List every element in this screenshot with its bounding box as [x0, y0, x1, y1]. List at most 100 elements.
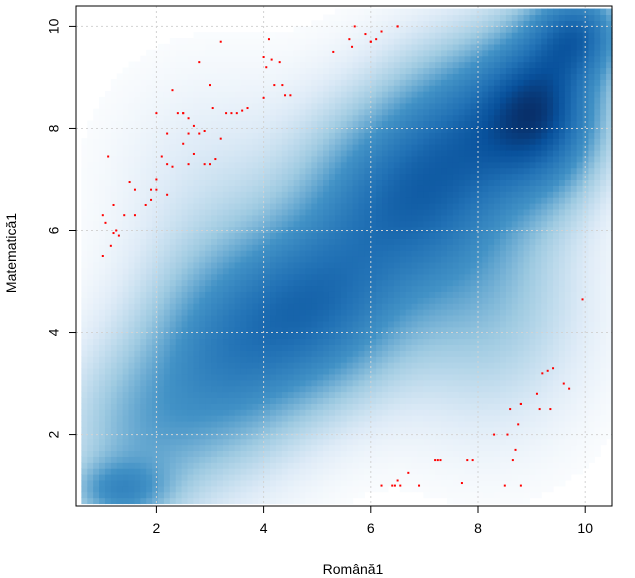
density-cell — [299, 202, 307, 210]
density-cell — [482, 261, 489, 269]
density-cell — [323, 250, 330, 257]
density-cell — [352, 232, 360, 239]
density-cell — [293, 485, 301, 493]
density-cell — [494, 462, 501, 469]
density-cell — [275, 291, 283, 298]
density-cell — [558, 314, 566, 322]
density-cell — [211, 344, 218, 351]
density-cell — [411, 362, 419, 369]
density-cell — [488, 344, 495, 351]
density-cell — [317, 344, 324, 351]
density-cell — [87, 462, 94, 469]
density-cell — [494, 202, 501, 210]
density-cell — [181, 167, 189, 175]
density-cell — [128, 362, 136, 369]
density-cell — [558, 479, 566, 487]
density-cell — [275, 456, 283, 463]
density-cell — [323, 473, 330, 481]
density-cell — [558, 397, 566, 404]
density-cell — [594, 415, 601, 422]
density-cell — [146, 373, 153, 381]
density-cell — [547, 226, 554, 234]
density-cell — [476, 291, 483, 298]
density-cell — [570, 403, 578, 410]
density-cell — [488, 456, 495, 463]
density-cell — [346, 373, 354, 381]
density-cell — [205, 197, 212, 204]
density-cell — [547, 479, 554, 487]
density-cell — [588, 197, 595, 204]
density-cell — [258, 279, 265, 287]
density-cell — [305, 232, 312, 239]
density-cell — [423, 391, 430, 398]
density-cell — [281, 385, 289, 393]
density-cell — [464, 232, 472, 239]
density-cell — [570, 232, 578, 239]
density-cell — [458, 197, 466, 204]
density-cell — [205, 450, 212, 457]
density-cell — [287, 303, 295, 310]
density-cell — [523, 344, 531, 351]
density-cell — [423, 362, 430, 369]
density-cell — [228, 261, 236, 269]
density-cell — [399, 238, 407, 245]
density-cell — [299, 426, 307, 434]
density-cell — [222, 456, 230, 463]
density-cell — [187, 208, 194, 216]
density-cell — [435, 373, 442, 381]
density-cell — [158, 173, 165, 181]
density-cell — [535, 285, 542, 292]
density-cell — [211, 285, 218, 292]
density-cell — [163, 356, 171, 363]
density-cell — [205, 297, 212, 304]
density-cell — [411, 291, 419, 298]
density-cell — [429, 332, 436, 340]
density-cell — [523, 314, 531, 322]
density-cell — [517, 238, 525, 245]
density-cell — [399, 450, 407, 457]
density-cell — [588, 191, 595, 198]
density-cell — [452, 362, 460, 369]
density-cell — [600, 379, 607, 387]
density-cell — [181, 379, 189, 387]
density-cell — [564, 285, 572, 292]
density-cell — [441, 367, 448, 375]
density-cell — [299, 232, 307, 239]
density-cell — [588, 250, 595, 257]
density-cell — [594, 420, 601, 428]
density-cell — [99, 291, 106, 298]
density-cell — [264, 309, 271, 316]
density-cell — [240, 367, 248, 375]
density-cell — [358, 332, 365, 340]
density-cell — [523, 238, 531, 245]
density-cell — [435, 444, 442, 452]
density-cell — [346, 426, 354, 434]
density-cell — [93, 220, 100, 228]
density-cell — [258, 291, 265, 298]
density-cell — [417, 373, 424, 381]
density-cell — [417, 256, 424, 263]
density-cell — [293, 256, 301, 263]
density-cell — [435, 273, 442, 281]
density-cell — [110, 226, 118, 234]
density-cell — [340, 267, 348, 275]
density-cell — [146, 279, 153, 287]
density-cell — [588, 220, 595, 228]
density-cell — [588, 415, 595, 422]
density-cell — [441, 468, 448, 475]
density-cell — [435, 285, 442, 292]
density-cell — [588, 332, 595, 340]
density-cell — [393, 279, 401, 287]
density-cell — [364, 338, 371, 345]
density-cell — [270, 314, 277, 322]
density-cell — [511, 297, 519, 304]
density-cell — [222, 497, 230, 505]
density-cell — [152, 309, 159, 316]
density-cell — [382, 444, 389, 452]
density-cell — [435, 379, 442, 387]
density-cell — [128, 485, 136, 493]
density-cell — [275, 179, 283, 186]
density-cell — [222, 432, 230, 440]
density-cell — [252, 485, 259, 493]
density-cell — [240, 291, 248, 298]
